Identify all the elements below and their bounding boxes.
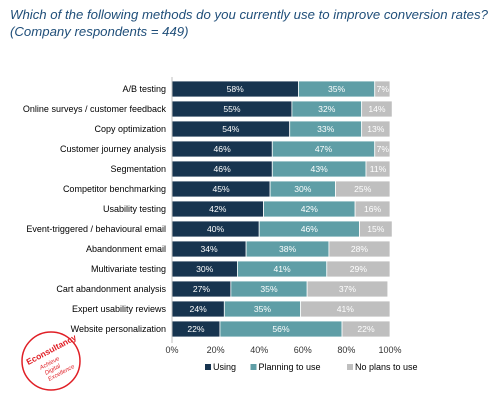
bar-value-label: 34% (200, 244, 218, 254)
econsultancy-logo: Econsultancy Achieve Digital Excellence (21, 331, 81, 391)
bar-value-label: 14% (368, 104, 386, 114)
bar-value-label: 27% (193, 284, 211, 294)
x-tick-label: 60% (294, 345, 312, 355)
bar-value-label: 41% (273, 264, 291, 274)
x-tick-label: 40% (250, 345, 268, 355)
bar-value-label: 11% (370, 164, 387, 174)
bar-value-label: 13% (367, 124, 385, 134)
bar-segment-no-plans-to-use (335, 180, 391, 198)
bar-value-label: 54% (222, 124, 240, 134)
bar-segment-no-plans-to-use (365, 160, 391, 178)
bar-value-label: 35% (254, 304, 272, 314)
bar-value-label: 42% (301, 204, 319, 214)
bar-segment-no-plans-to-use (354, 200, 391, 218)
bar-segment-no-plans-to-use (341, 320, 391, 338)
bar-value-label: 41% (337, 304, 355, 314)
legend-label: Using (213, 362, 236, 372)
bars-group: A/B testing 58% 35% 7% Online surveys / cust… (23, 80, 393, 338)
x-tick-label: 20% (207, 345, 225, 355)
category-label: Expert usability reviews (72, 304, 167, 314)
bar-value-label: 33% (317, 124, 335, 134)
bar-value-label: 7% (377, 84, 390, 94)
bar-value-label: 35% (328, 84, 346, 94)
x-tick-label: 80% (337, 345, 355, 355)
bar-value-label: 24% (190, 304, 208, 314)
category-label: Website personalization (71, 324, 166, 334)
category-label: Cart abandonment analysis (56, 284, 166, 294)
bar-value-label: 46% (214, 164, 232, 174)
category-label: Event-triggered / behavioural email (26, 224, 166, 234)
category-label: Usability testing (103, 204, 166, 214)
legend: Using Planning to use No plans to use (205, 362, 418, 372)
bar-segment-no-plans-to-use (300, 300, 391, 318)
bar-value-label: 40% (207, 224, 225, 234)
category-label: Competitor benchmarking (63, 184, 166, 194)
x-tick-label: 100% (378, 345, 401, 355)
bar-value-label: 42% (209, 204, 227, 214)
bar-value-label: 22% (357, 324, 375, 334)
bar-segment-no-plans-to-use (361, 100, 393, 118)
bar-segment-no-plans-to-use (306, 280, 389, 298)
bar-value-label: 58% (227, 84, 245, 94)
bar-segment-no-plans-to-use (359, 220, 393, 238)
legend-swatch (250, 364, 257, 370)
bar-value-label: 25% (354, 184, 372, 194)
bar-value-label: 32% (318, 104, 336, 114)
bar-value-label: 35% (260, 284, 278, 294)
bar-value-label: 38% (279, 244, 297, 254)
bar-value-label: 30% (294, 184, 312, 194)
bar-segment-no-plans-to-use (326, 260, 391, 278)
legend-swatch (205, 364, 211, 370)
x-axis: 0% 20% 40% 60% 80% 100% (165, 77, 402, 355)
bar-value-label: 37% (339, 284, 357, 294)
bar-value-label: 45% (212, 184, 230, 194)
bar-value-label: 56% (272, 324, 290, 334)
chart-title: Which of the following methods do you cu… (10, 7, 488, 39)
category-label: Segmentation (110, 164, 166, 174)
bar-value-label: 46% (214, 144, 232, 154)
category-label: Copy optimization (94, 124, 166, 134)
category-label: Multivariate testing (91, 264, 166, 274)
category-label: Customer journey analysis (60, 144, 167, 154)
legend-label: No plans to use (355, 362, 418, 372)
category-label: Abandonment email (86, 244, 166, 254)
bar-segment-no-plans-to-use (361, 120, 391, 138)
bar-value-label: 29% (350, 264, 368, 274)
bar-value-label: 22% (187, 324, 205, 334)
bar-value-label: 30% (196, 264, 214, 274)
legend-label: Planning to use (259, 362, 321, 372)
bar-value-label: 15% (367, 224, 385, 234)
bar-value-label: 46% (301, 224, 319, 234)
bar-value-label: 43% (311, 164, 329, 174)
bar-segment-no-plans-to-use (374, 140, 391, 158)
legend-swatch (347, 364, 353, 370)
bar-value-label: 55% (223, 104, 241, 114)
bar-value-label: 7% (377, 144, 390, 154)
bar-segment-no-plans-to-use (374, 80, 391, 98)
category-label: Online surveys / customer feedback (23, 104, 167, 114)
bar-value-label: 16% (364, 204, 382, 214)
bar-value-label: 28% (351, 244, 369, 254)
bar-segment-no-plans-to-use (328, 240, 391, 258)
bar-value-label: 47% (315, 144, 333, 154)
category-label: A/B testing (122, 84, 166, 94)
x-tick-label: 0% (165, 345, 178, 355)
